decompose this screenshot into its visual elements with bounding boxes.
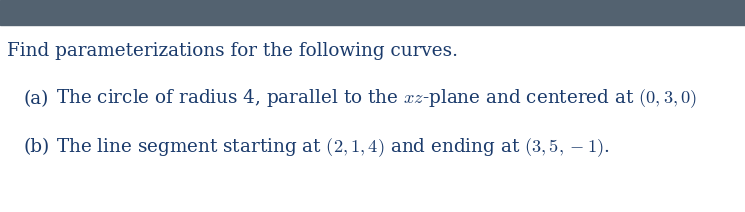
Text: (a): (a) xyxy=(24,90,49,107)
Bar xyxy=(0,0,745,25)
Text: The circle of radius 4, parallel to the $xz$-plane and centered at $(0,3,0)$: The circle of radius 4, parallel to the … xyxy=(56,87,697,110)
Text: Find parameterizations for the following curves.: Find parameterizations for the following… xyxy=(7,42,458,60)
Text: (b): (b) xyxy=(24,138,50,156)
Text: The line segment starting at $(2,1,4)$ and ending at $(3,5,-1)$.: The line segment starting at $(2,1,4)$ a… xyxy=(56,136,609,159)
